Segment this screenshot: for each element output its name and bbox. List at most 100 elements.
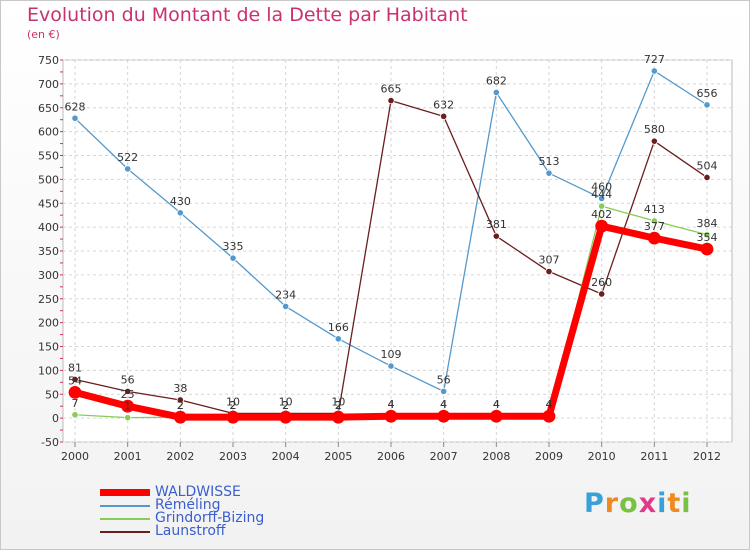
data-point <box>71 411 79 419</box>
data-point <box>492 232 500 240</box>
legend-item-launstroff: Launstroff <box>100 523 360 539</box>
data-point <box>121 399 135 413</box>
grid <box>60 59 733 447</box>
chart-subtitle: (en €) <box>27 28 60 41</box>
data-point <box>229 254 237 262</box>
y-tick-label: 500 <box>38 173 59 186</box>
data-label: 444 <box>591 188 612 201</box>
y-tick-label: 700 <box>38 78 59 91</box>
x-tick-label: 2012 <box>693 450 721 463</box>
data-label: 2 <box>230 399 237 412</box>
x-tick-label: 2004 <box>272 450 300 463</box>
data-label: 54 <box>68 374 82 387</box>
data-point <box>647 231 661 245</box>
y-tick-label: -50 <box>41 436 59 449</box>
data-label: 234 <box>275 288 296 301</box>
data-label: 10 <box>279 395 293 408</box>
y-tick-label: 350 <box>38 245 59 258</box>
data-label: 4 <box>388 398 395 411</box>
data-label: 628 <box>65 100 86 113</box>
x-tick-label: 2002 <box>166 450 194 463</box>
data-label: 10 <box>226 395 240 408</box>
data-label: 354 <box>697 231 718 244</box>
data-point <box>598 194 606 203</box>
data-label: 513 <box>539 155 560 168</box>
x-axis: 2000 2001 2002 2003 2004 2005 2006 2007 2008 2009… <box>61 450 721 463</box>
chart-title: Evolution du Montant de la Dette par Hab… <box>27 4 468 26</box>
data-point <box>703 173 711 182</box>
x-tick-label: 2010 <box>588 450 616 463</box>
data-point <box>384 409 398 423</box>
data-label: 38 <box>173 382 187 395</box>
data-label: 307 <box>539 254 560 267</box>
y-tick-label: 750 <box>38 54 59 67</box>
data-point <box>124 414 132 422</box>
data-label: 402 <box>591 208 612 221</box>
data-label: 665 <box>381 83 402 96</box>
data-label: 430 <box>170 195 191 208</box>
data-point <box>703 231 711 239</box>
data-point <box>598 202 606 210</box>
y-tick-label: 450 <box>38 197 59 210</box>
data-point <box>545 169 553 177</box>
data-label: 260 <box>591 276 612 289</box>
data-label: 2 <box>335 399 342 412</box>
data-point <box>334 335 342 343</box>
data-point <box>71 375 79 384</box>
legend: WALDWISSE Réméling Grindorff-Bizing Laun… <box>100 484 360 539</box>
x-tick-label: 2011 <box>640 450 668 463</box>
y-tick-label: 150 <box>38 341 59 354</box>
legend-swatch <box>100 489 150 496</box>
data-label: 81 <box>68 361 82 374</box>
x-tick-label: 2006 <box>377 450 405 463</box>
data-label: 522 <box>117 151 138 164</box>
data-point <box>492 88 500 97</box>
data-label: 377 <box>644 220 665 233</box>
y-tick-label: 50 <box>45 388 59 401</box>
data-point <box>595 219 609 233</box>
y-tick-label: 250 <box>38 293 59 306</box>
logo-letter: o <box>619 488 639 519</box>
logo-letter: i <box>657 488 668 519</box>
y-tick-label: 300 <box>38 269 59 282</box>
data-label: 25 <box>121 388 135 401</box>
data-label: 2 <box>282 399 289 412</box>
data-label: 166 <box>328 321 349 334</box>
data-label: 656 <box>697 87 718 100</box>
legend-label: Réméling <box>155 497 221 513</box>
data-point <box>598 290 606 298</box>
data-point <box>124 387 132 395</box>
data-label: 4 <box>440 398 447 411</box>
data-label: 413 <box>644 203 665 216</box>
proxiti-logo: Proxiti <box>584 488 692 519</box>
data-label: 4 <box>388 398 395 411</box>
data-label: 4 <box>493 398 500 411</box>
data-point <box>71 114 79 122</box>
x-tick-label: 2000 <box>61 450 89 463</box>
data-label: 4 <box>440 398 447 411</box>
x-tick-label: 2001 <box>114 450 142 463</box>
y-tick-label: 600 <box>38 126 59 139</box>
data-point <box>700 242 714 256</box>
data-point <box>331 410 345 424</box>
x-tick-label: 2003 <box>219 450 247 463</box>
data-label: 56 <box>437 373 451 386</box>
logo-letter: t <box>667 488 682 519</box>
legend-item-waldwisse: WALDWISSE <box>100 484 360 500</box>
y-tick-label: 200 <box>38 317 59 330</box>
y-tick-label: 100 <box>38 364 59 377</box>
data-point <box>440 112 448 120</box>
data-point <box>437 409 451 423</box>
legend-swatch <box>100 505 150 507</box>
data-point <box>124 165 132 173</box>
data-point <box>440 387 448 395</box>
data-label: 4 <box>546 398 553 411</box>
legend-item-remeling: Réméling <box>100 497 360 513</box>
data-point <box>489 409 503 423</box>
y-tick-label: 0 <box>52 412 59 425</box>
data-point <box>68 385 82 399</box>
y-axis: -50 0 50 100 150 200 250 300 350 400 450 500 550 600 6… <box>38 54 59 449</box>
x-tick-label: 2005 <box>324 450 352 463</box>
logo-letter: P <box>584 488 605 519</box>
